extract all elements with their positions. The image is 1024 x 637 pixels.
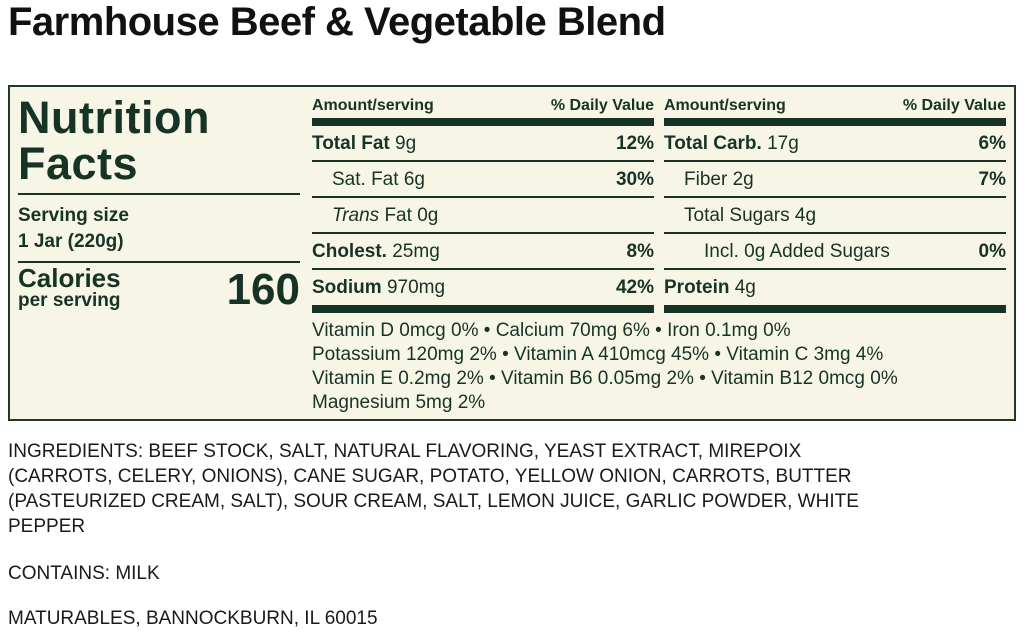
nutrient-name: Sat. Fat [332, 169, 399, 190]
nutrient-dv: 30% [615, 169, 654, 190]
thick-rule [664, 118, 1006, 126]
nutrient-row-fiber: Fiber 2g 7% [664, 162, 1006, 198]
table-header: Amount/serving % Daily Value [312, 97, 654, 117]
nutrient-name: Cholest. [312, 241, 387, 262]
amount-header: Amount/serving [312, 97, 434, 114]
nutrient-row-sat-fat: Sat. Fat 6g 30% [312, 162, 654, 198]
nutrient-amount: 9g [395, 133, 417, 154]
nutrient-amount: 4g [734, 277, 756, 298]
calories-sublabel: per serving [18, 290, 121, 311]
nutrient-dv: 42% [615, 277, 654, 298]
nutrient-row-total-sugars: Total Sugars 4g [664, 198, 1006, 234]
calories-label: Calories [18, 263, 121, 293]
thick-rule [312, 118, 654, 126]
vitamins-minerals: Vitamin D 0mcg 0% • Calcium 70mg 6% • Ir… [312, 319, 1012, 415]
serving-size-value: 1 Jar (220g) [18, 231, 124, 252]
vitamins-line: Vitamin D 0mcg 0% • Calcium 70mg 6% • Ir… [312, 320, 791, 341]
calories-value: 160 [226, 265, 300, 314]
ingredients-line: INGREDIENTS: BEEF STOCK, SALT, NATURAL F… [8, 441, 802, 462]
amount-header: Amount/serving [664, 97, 786, 114]
manufacturer-info: MATURABLES, BANNOCKBURN, IL 60015 [8, 608, 378, 629]
divider [18, 261, 300, 263]
nutrient-row-protein: Protein 4g [664, 270, 1006, 304]
product-title: Farmhouse Beef & Vegetable Blend [8, 0, 666, 44]
nutrient-amount: 0g [417, 205, 439, 226]
nutrient-dv: 8% [626, 241, 654, 262]
nutrient-row-total-fat: Total Fat 9g 12% [312, 126, 654, 162]
nutrient-dv: 7% [978, 169, 1006, 190]
nutrient-name: Fiber [684, 169, 728, 190]
daily-value-header: % Daily Value [550, 97, 654, 114]
thick-rule [312, 305, 654, 313]
nutrient-name: Trans [332, 205, 380, 226]
nutrient-dv: 12% [615, 133, 654, 154]
vitamins-line: Vitamin E 0.2mg 2% • Vitamin B6 0.05mg 2… [312, 368, 898, 389]
nutrient-dv: 0% [978, 241, 1006, 262]
nutrient-name: Total Fat [312, 133, 390, 154]
nutrient-amount: 17g [767, 133, 799, 154]
nutrient-row-added-sugars: Incl. 0g Added Sugars 0% [664, 234, 1006, 270]
thick-rule [664, 305, 1006, 313]
ingredients-line: (CARROTS, CELERY, ONIONS), CANE SUGAR, P… [8, 466, 852, 487]
nutrient-amount: 4g [794, 205, 817, 226]
nutrition-facts-panel: Nutrition Facts Serving size 1 Jar (220g… [8, 85, 1016, 421]
allergen-statement: CONTAINS: MILK [8, 563, 160, 584]
vitamins-line: Potassium 120mg 2% • Vitamin A 410mcg 45… [312, 344, 884, 365]
nutrition-facts-header: Nutrition Facts Serving size 1 Jar (220g… [18, 92, 300, 314]
nutrient-row-trans-fat: Trans Fat 0g [312, 198, 654, 234]
nutrient-table-right: Amount/serving % Daily Value Total Carb.… [664, 97, 1006, 313]
nutrient-name: Incl. 0g Added Sugars [704, 241, 890, 262]
nutrient-amount: 6g [403, 169, 425, 190]
vitamins-line: Magnesium 5mg 2% [312, 392, 486, 413]
nutrient-amount: 970mg [386, 277, 446, 298]
nutrient-name: Sodium [312, 277, 382, 298]
ingredients-line: PEPPER [8, 516, 86, 537]
ingredients-line: (PASTEURIZED CREAM, SALT), SOUR CREAM, S… [8, 491, 859, 512]
nutrient-row-total-carb: Total Carb. 17g 6% [664, 126, 1006, 162]
divider [18, 193, 300, 195]
nutrient-dv: 6% [978, 133, 1006, 154]
daily-value-header: % Daily Value [902, 97, 1006, 114]
nutrient-name: Protein [664, 277, 730, 298]
serving-size-label: Serving size [18, 205, 129, 226]
nutrient-name-suffix: Fat [384, 205, 412, 226]
ingredients-text: INGREDIENTS: BEEF STOCK, SALT, NATURAL F… [8, 439, 859, 539]
nutrition-facts-title-line2: Facts [18, 138, 139, 189]
nutrient-row-cholesterol: Cholest. 25mg 8% [312, 234, 654, 270]
nutrient-name: Total Carb. [664, 133, 762, 154]
nutrient-row-sodium: Sodium 970mg 42% [312, 270, 654, 304]
table-header: Amount/serving % Daily Value [664, 97, 1006, 117]
nutrient-amount: 25mg [392, 241, 440, 262]
nutrient-table-left: Amount/serving % Daily Value Total Fat 9… [312, 97, 654, 313]
nutrient-amount: 2g [732, 169, 754, 190]
nutrient-name: Total Sugars [684, 205, 790, 226]
nutrition-facts-title-line1: Nutrition [18, 92, 210, 143]
